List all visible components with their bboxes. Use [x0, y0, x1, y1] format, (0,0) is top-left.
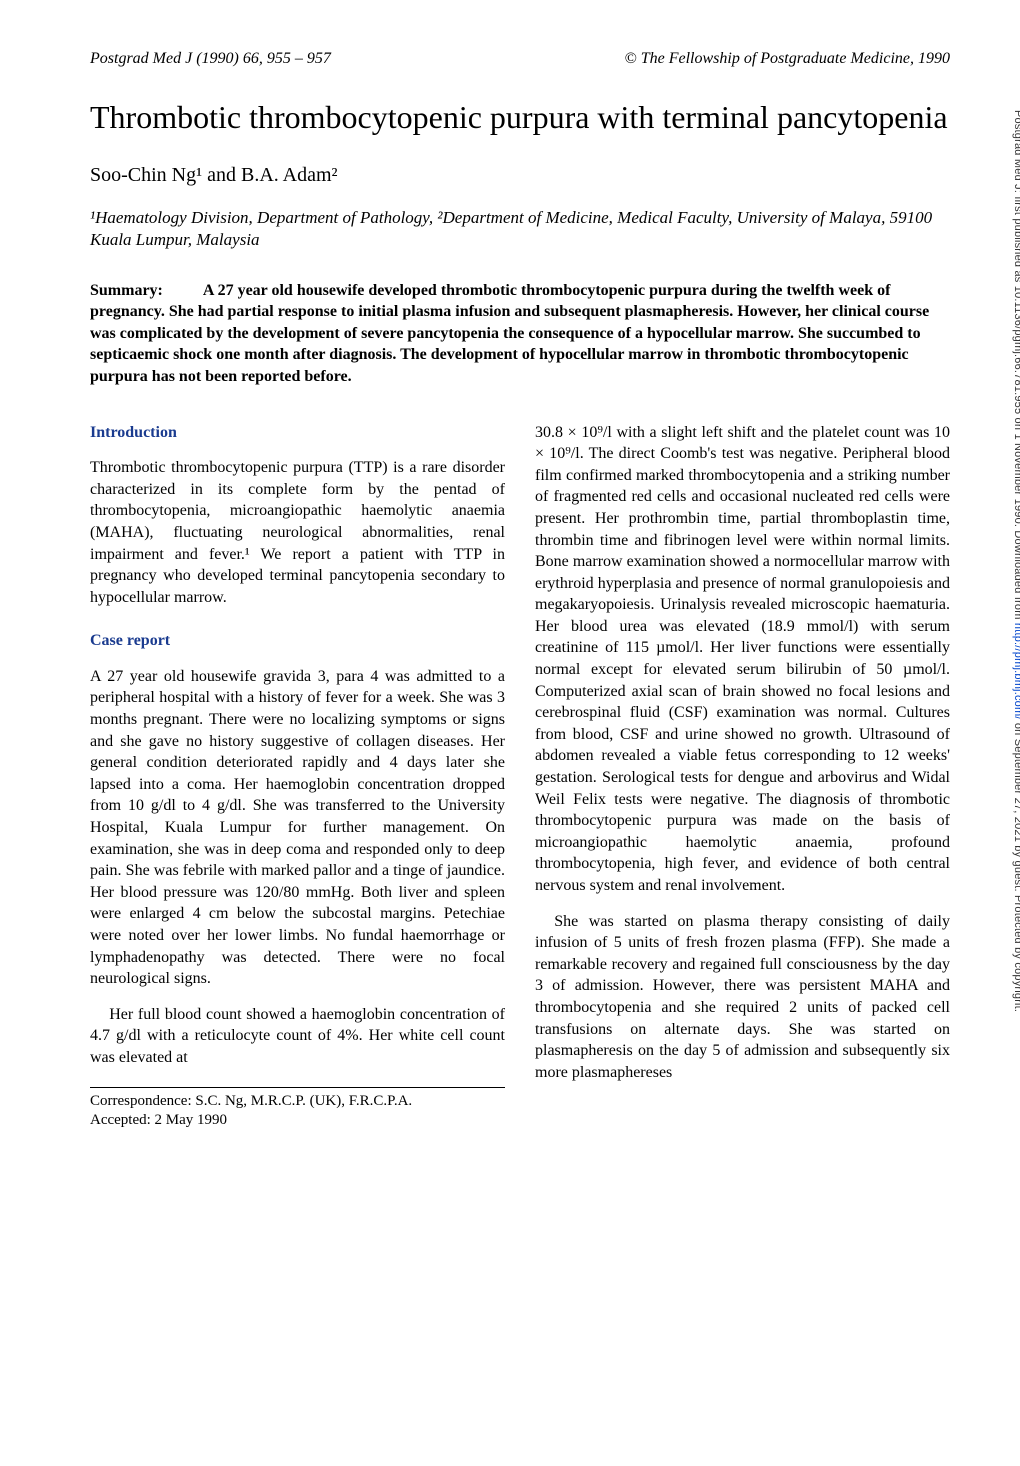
page-container: Postgrad Med J (1990) 66, 955 – 957 © Th…	[0, 0, 1020, 1181]
case-report-p1: A 27 year old housewife gravida 3, para …	[90, 666, 505, 990]
affiliation: ¹Haematology Division, Department of Pat…	[90, 207, 950, 251]
summary-block: Summary:A 27 year old housewife develope…	[90, 280, 950, 388]
side-note-suffix: on September 27, 2021 by guest. Protecte…	[1012, 720, 1020, 1012]
case-report-p4: She was started on plasma therapy consis…	[535, 911, 950, 1084]
correspondence-line: Correspondence: S.C. Ng, M.R.C.P. (UK), …	[90, 1092, 505, 1112]
summary-label: Summary:	[90, 280, 163, 302]
journal-reference: Postgrad Med J (1990) 66, 955 – 957	[90, 50, 331, 68]
accepted-line: Accepted: 2 May 1990	[90, 1111, 505, 1131]
vertical-provenance-note: Postgrad Med J: first published as 10.11…	[1012, 110, 1020, 1390]
introduction-paragraph: Thrombotic thrombocytopenic purpura (TTP…	[90, 457, 505, 608]
left-column: Introduction Thrombotic thrombocytopenic…	[90, 422, 505, 1131]
summary-text: A 27 year old housewife developed thromb…	[90, 282, 929, 385]
correspondence-block: Correspondence: S.C. Ng, M.R.C.P. (UK), …	[90, 1087, 505, 1131]
introduction-heading: Introduction	[90, 422, 505, 444]
side-note-prefix: Postgrad Med J: first published as 10.11…	[1012, 110, 1020, 623]
case-report-p2: Her full blood count showed a haemoglobi…	[90, 1004, 505, 1069]
side-note-link[interactable]: http://pmj.bmj.com/	[1012, 623, 1020, 720]
author-list: Soo-Chin Ng¹ and B.A. Adam²	[90, 164, 950, 187]
right-column: 30.8 × 10⁹/l with a slight left shift an…	[535, 422, 950, 1131]
article-title: Thrombotic thrombocytopenic purpura with…	[90, 98, 950, 136]
case-report-heading: Case report	[90, 630, 505, 652]
body-columns: Introduction Thrombotic thrombocytopenic…	[90, 422, 950, 1131]
header-row: Postgrad Med J (1990) 66, 955 – 957 © Th…	[90, 50, 950, 68]
case-report-p3: 30.8 × 10⁹/l with a slight left shift an…	[535, 422, 950, 897]
copyright-notice: © The Fellowship of Postgraduate Medicin…	[625, 50, 950, 68]
